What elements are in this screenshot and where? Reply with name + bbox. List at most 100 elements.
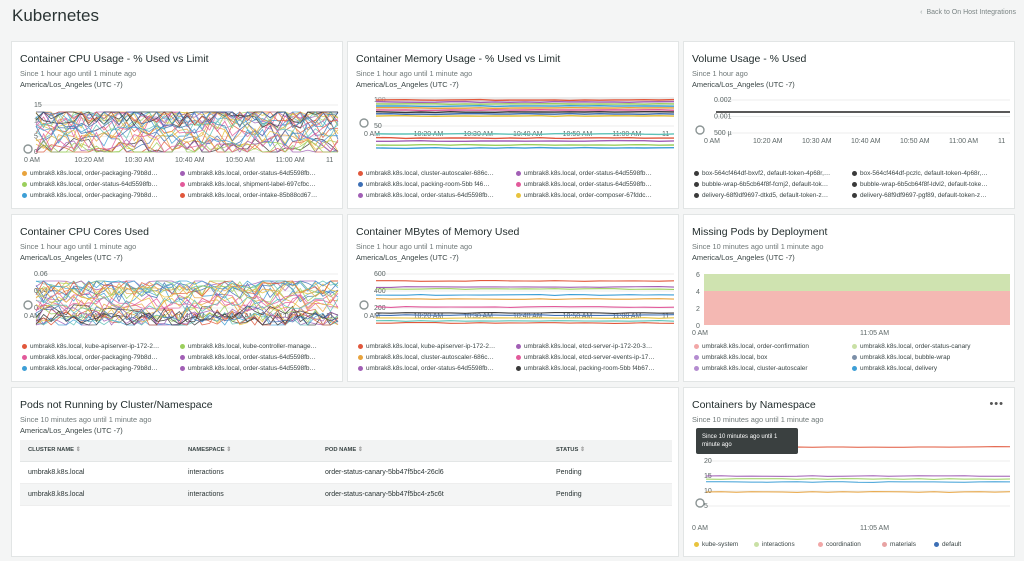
card-timezone: America/Los_Angeles (UTC -7) (356, 253, 459, 262)
legend-item[interactable]: delivery-68f9df9697-dtkd5, default-token… (694, 192, 828, 199)
x-tick-label: 0 AM (364, 313, 380, 320)
legend-item[interactable]: umbrak8.k8s.local, kube-apiserver-ip-172… (358, 343, 495, 350)
series-line (375, 132, 675, 136)
card-volume-usage[interactable]: Volume Usage - % Used Since 1 hour ago A… (683, 41, 1015, 209)
legend-item[interactable]: box-564cf464df-bxvf2, default-token-4p68… (694, 170, 830, 177)
zoom-handle-icon (359, 300, 369, 310)
legend-swatch (516, 343, 521, 349)
legend-item[interactable]: umbrak8.k8s.local, etcd-server-events-ip… (516, 354, 655, 361)
legend-item[interactable]: umbrak8.k8s.local, etcd-server-ip-172-20… (516, 343, 652, 350)
legend-item[interactable]: kube-system (694, 541, 738, 548)
legend-item[interactable]: umbrak8.k8s.local, kube-controller-manag… (180, 343, 317, 350)
legend-item[interactable]: umbrak8.k8s.local, packing-room-5bb f46… (358, 181, 490, 188)
legend-swatch (180, 365, 185, 371)
y-tick-label: 50 (374, 123, 382, 130)
legend-item[interactable]: interactions (754, 541, 795, 548)
legend-item[interactable]: umbrak8.k8s.local, order-status-64d5598f… (358, 365, 494, 372)
legend-item[interactable]: umbrak8.k8s.local, kube-apiserver-ip-172… (22, 343, 159, 350)
legend-swatch (22, 354, 27, 360)
line-chart[interactable]: 0.060.040.020 AM 10:20 AM 10:30 AM 10:40 AM… (12, 215, 344, 383)
legend-item[interactable]: umbrak8.k8s.local, order-status-64d5598f… (516, 170, 652, 177)
legend-label: umbrak8.k8s.local, delivery (860, 365, 938, 372)
legend-item[interactable]: default (934, 541, 961, 548)
back-link[interactable]: ‹ Back to On Host Integrations (920, 9, 1016, 16)
legend-item[interactable]: umbrak8.k8s.local, bubble-wrap (852, 354, 950, 361)
legend-item[interactable]: delivery-68f9df9697-pgf89, default-token… (852, 192, 986, 199)
chart-tooltip: Since 10 minutes ago until 1 minute ago (696, 428, 798, 455)
legend-item[interactable]: umbrak8.k8s.local, order-confirmation (694, 343, 809, 350)
cell-namespace: interactions (188, 469, 224, 476)
table-row[interactable]: umbrak8.k8s.local interactions order-sta… (20, 484, 672, 506)
card-pods-not-running[interactable]: Pods not Running by Cluster/Namespace Si… (11, 387, 679, 557)
legend-item[interactable]: umbrak8.k8s.local, order-status-64d5598f… (180, 170, 316, 177)
legend-item[interactable]: umbrak8.k8s.local, cluster-autoscaler (694, 365, 808, 372)
series-line (376, 104, 675, 108)
table-row[interactable]: umbrak8.k8s.local interactions order-sta… (20, 462, 672, 484)
legend-item[interactable]: umbrak8.k8s.local, order-status-64d5598f… (358, 192, 494, 199)
legend-item[interactable]: box-564cf464df-pczlc, default-token-4p68… (852, 170, 988, 177)
legend-swatch (358, 365, 363, 371)
card-cpu-cores[interactable]: Container CPU Cores Used Since 1 hour ag… (11, 214, 343, 382)
legend-item[interactable]: bubble-wrap-6b5cb64f8f-fcmj2, default-to… (694, 181, 828, 188)
legend-item[interactable]: umbrak8.k8s.local, order-packaging-79b8d… (22, 192, 158, 199)
card-cpu-usage-pct[interactable]: Container CPU Usage - % Used vs Limit Si… (11, 41, 343, 209)
column-header-namespace[interactable]: NAMESPACE ⇕ (188, 447, 231, 453)
y-tick-label: 0.001 (714, 114, 732, 121)
card-missing-pods[interactable]: Missing Pods by Deployment Since 10 minu… (683, 214, 1015, 382)
series-line (375, 314, 675, 316)
legend-label: kube-system (702, 541, 739, 548)
legend-item[interactable]: umbrak8.k8s.local, order-composer-67fddc… (516, 192, 652, 199)
legend-item[interactable]: umbrak8.k8s.local, order-status-64d5598f… (180, 354, 316, 361)
card-timezone: America/Los_Angeles (UTC -7) (20, 253, 123, 262)
card-memory-usage-pct[interactable]: Container Memory Usage - % Used vs Limit… (347, 41, 679, 209)
legend-swatch (694, 192, 699, 198)
y-tick-label: 0.002 (714, 97, 732, 104)
series-line (375, 114, 675, 118)
column-header-pod-name[interactable]: POD NAME ⇕ (325, 447, 363, 453)
legend-swatch (358, 192, 363, 198)
legend-swatch (180, 343, 185, 349)
series-line (35, 306, 339, 325)
more-options-icon[interactable]: ••• (989, 398, 1004, 410)
legend-item[interactable]: umbrak8.k8s.local, order-packaging-79b8d… (22, 365, 158, 372)
legend-item[interactable]: umbrak8.k8s.local, order-packaging-79b8d… (22, 170, 158, 177)
legend-item[interactable]: umbrak8.k8s.local, cluster-autoscaler-68… (358, 170, 494, 177)
legend-item[interactable]: umbrak8.k8s.local, packing-room-5bb f4b6… (516, 365, 655, 372)
sort-icon: ⇕ (357, 447, 363, 453)
area-chart[interactable]: 6 4 2 00 AM 11:05 AM (684, 215, 1016, 383)
legend-item[interactable]: umbrak8.k8s.local, shipment-label-697cfb… (180, 181, 316, 188)
series-line (376, 288, 675, 290)
legend-item[interactable]: umbrak8.k8s.local, order-status-64d5598f… (180, 365, 316, 372)
x-tick-label: 10:30 AM (463, 313, 493, 320)
series-line (35, 119, 339, 142)
x-tick-label: 11:00 AM (949, 138, 978, 145)
legend-item[interactable]: materials (882, 541, 916, 548)
legend-item[interactable]: umbrak8.k8s.local, box (694, 354, 767, 361)
x-tick-label: 0 AM (704, 138, 720, 145)
legend-item[interactable]: umbrak8.k8s.local, delivery (852, 365, 937, 372)
series-line (375, 320, 675, 322)
card-containers-by-namespace[interactable]: Containers by Namespace Since 10 minutes… (683, 387, 1015, 557)
x-tick-label: 11 (998, 138, 1005, 145)
legend-item[interactable]: umbrak8.k8s.local, order-status-canary (852, 343, 970, 350)
legend-item[interactable]: coordination (818, 541, 861, 548)
legend-label: umbrak8.k8s.local, order-status-64d5598f… (188, 170, 316, 177)
series-line (35, 283, 339, 303)
legend-swatch (358, 343, 363, 349)
page-header: Kubernetes ‹ Back to On Host Integrations (0, 0, 1024, 34)
line-chart[interactable]: 0.002 0.001 500 µ0 AM 10:20 AM 10:30 AM 10:40… (684, 42, 1016, 210)
legend-item[interactable]: umbrak8.k8s.local, order-status-64d5598f… (516, 181, 652, 188)
legend-item[interactable]: umbrak8.k8s.local, order-intake-85b88cd6… (180, 192, 317, 199)
card-memory-mbytes[interactable]: Container MBytes of Memory Used Since 1 … (347, 214, 679, 382)
legend-item[interactable]: umbrak8.k8s.local, order-packaging-79b8d… (22, 354, 158, 361)
legend-item[interactable]: bubble-wrap-6b5cb64f8f-ldvl2, default-to… (852, 181, 988, 188)
series-line (35, 127, 339, 150)
column-header-status[interactable]: STATUS ⇕ (556, 447, 585, 453)
legend-item[interactable]: umbrak8.k8s.local, cluster-autoscaler-68… (358, 354, 494, 361)
legend-item[interactable]: umbrak8.k8s.local, order-status-64d5598f… (22, 181, 158, 188)
column-header-cluster[interactable]: CLUSTER NAME ⇕ (28, 447, 81, 453)
